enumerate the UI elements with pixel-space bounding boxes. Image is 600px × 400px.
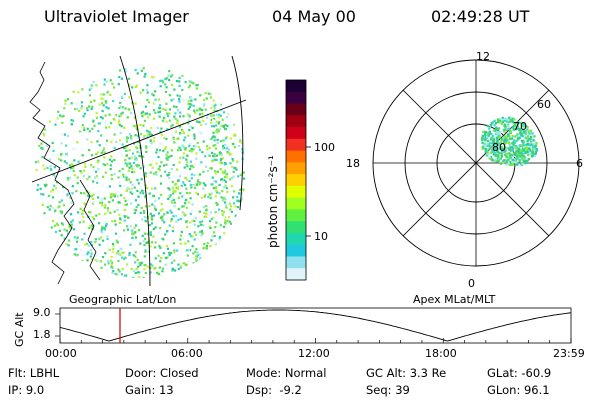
instrument-title: Ultraviolet Imager (44, 7, 189, 26)
lat-label-80: 80 (492, 141, 506, 154)
mlt-label-18: 18 (346, 157, 360, 170)
mlt-label-12: 12 (476, 50, 490, 63)
geo-meridian-1 (119, 55, 151, 287)
apex-auroral-image (480, 116, 538, 167)
status-mode: Mode: Normal (246, 366, 327, 380)
xtick-2359: 23:59 (553, 347, 585, 360)
status-glon: GLon: 96.1 (487, 383, 550, 397)
altitude-plot (55, 307, 572, 344)
altitude-ytick-bottom: 1.8 (33, 328, 51, 341)
status-door: Door: Closed (125, 366, 199, 380)
geo-auroral-image (34, 66, 246, 278)
colorbar-unit-label: photon cm⁻²s⁻¹ (266, 155, 280, 248)
status-ip: IP: 9.0 (8, 383, 45, 397)
apex-caption: Apex MLat/MLT (413, 293, 496, 306)
xtick-0000: 00:00 (45, 347, 77, 360)
coastline (29, 61, 75, 285)
altitude-ylabel: GC Alt (13, 312, 26, 347)
geo-caption: Geographic Lat/Lon (69, 293, 177, 306)
colorbar-tick-100: 100 (314, 141, 335, 154)
status-dsp: Dsp: -9.2 (246, 383, 302, 397)
geo-meridian-2 (231, 55, 244, 211)
geo-panel (29, 55, 247, 287)
status-glat: GLat: -60.9 (487, 366, 552, 380)
geo-latitude-line (31, 99, 247, 183)
mlt-label-0: 0 (468, 277, 475, 290)
lat-label-70: 70 (513, 120, 527, 133)
status-seq: Seq: 39 (366, 383, 410, 397)
lat-label-60: 60 (537, 98, 551, 111)
altitude-ytick-top: 9.0 (33, 306, 51, 319)
xtick-1800: 18:00 (425, 347, 457, 360)
status-gc-alt: GC Alt: 3.3 Re (366, 366, 447, 380)
colorbar (285, 79, 311, 281)
status-gain: Gain: 13 (125, 383, 174, 397)
colorbar-tick-10: 10 (314, 230, 328, 243)
xtick-0600: 06:00 (171, 347, 203, 360)
apex-polar-panel (372, 59, 580, 267)
xtick-1200: 12:00 (298, 347, 330, 360)
altitude-curve (59, 309, 572, 342)
status-flt: Flt: LBHL (8, 366, 60, 380)
coastline-east (79, 179, 101, 281)
date-label: 04 May 00 (272, 7, 356, 26)
time-label: 02:49:28 UT (431, 7, 530, 26)
mlt-label-6: 6 (576, 157, 583, 170)
